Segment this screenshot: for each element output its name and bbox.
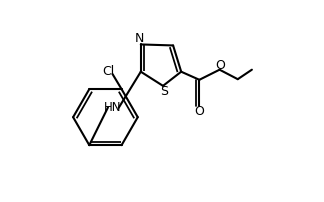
Text: HN: HN <box>104 101 122 114</box>
Text: Cl: Cl <box>103 65 115 78</box>
Text: S: S <box>160 85 168 98</box>
Text: O: O <box>216 59 226 72</box>
Text: N: N <box>135 32 145 45</box>
Text: O: O <box>194 105 204 118</box>
